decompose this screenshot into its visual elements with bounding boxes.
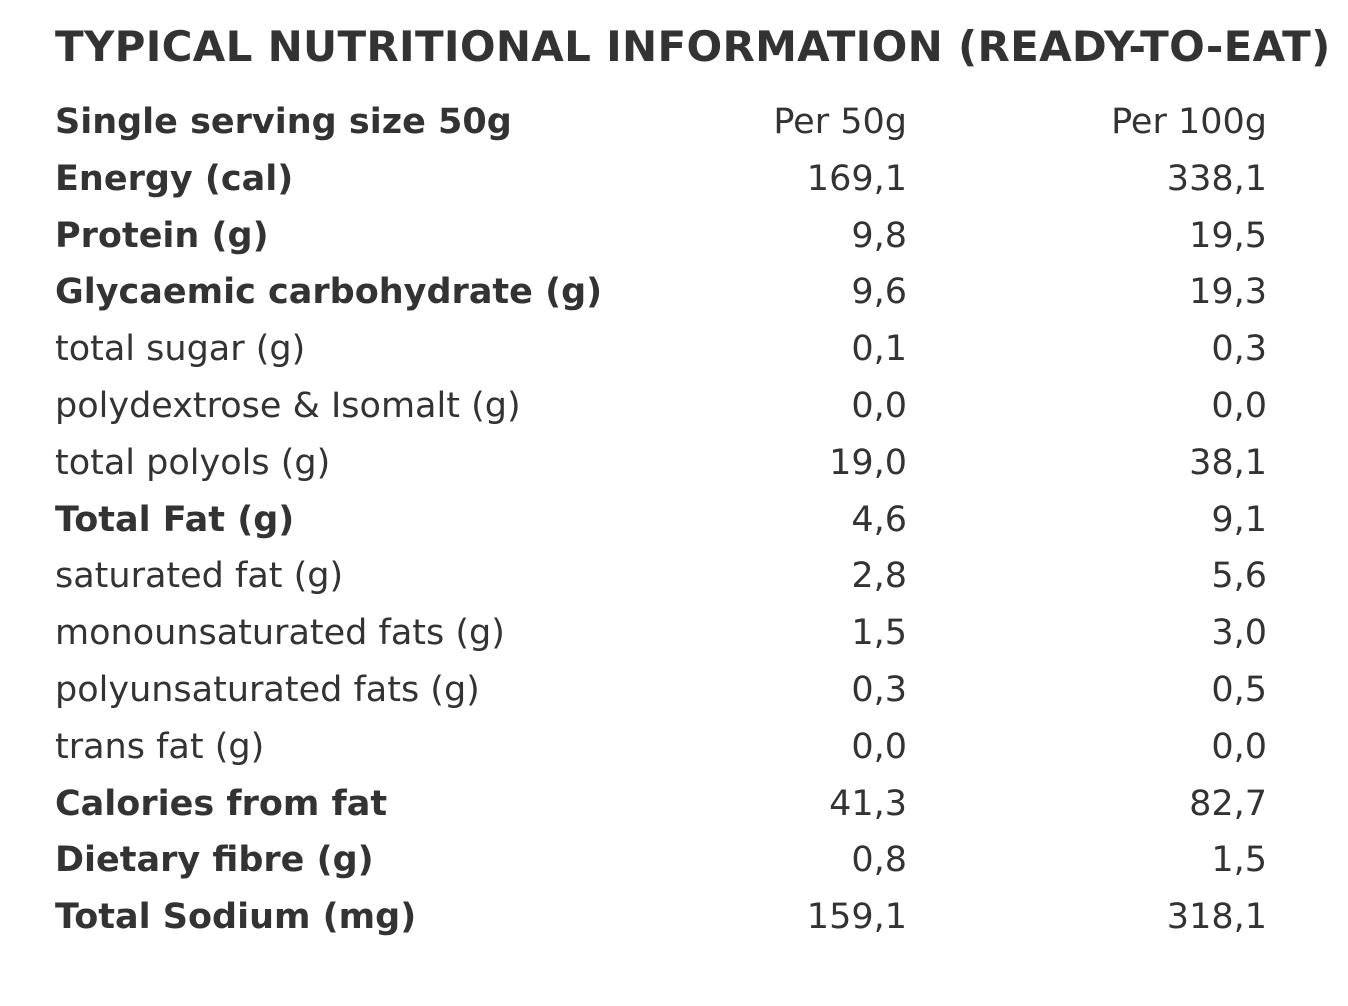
table-row: polyunsaturated fats (g) 0,3 0,5 xyxy=(55,662,1267,719)
table-header-row: Single serving size 50g Per 50g Per 100g xyxy=(55,94,1267,151)
value-per-100g: 3,0 xyxy=(1211,613,1267,654)
table-row: Total Fat (g) 4,6 9,1 xyxy=(55,492,1267,549)
value-per-100g: 19,3 xyxy=(1189,272,1267,313)
nutrient-label: total polyols (g) xyxy=(55,442,331,483)
table-row: total sugar (g) 0,1 0,3 xyxy=(55,321,1267,378)
table-row: Energy (cal) 169,1 338,1 xyxy=(55,151,1267,208)
value-per-100g: 5,6 xyxy=(1211,556,1267,597)
value-per-50g: 159,1 xyxy=(806,897,907,938)
nutrient-label: Total Fat (g) xyxy=(55,499,295,540)
value-per-100g: 19,5 xyxy=(1189,215,1267,256)
value-per-100g: 338,1 xyxy=(1166,158,1267,199)
page-title: TYPICAL NUTRITIONAL INFORMATION (READY-T… xyxy=(55,22,1331,71)
nutrient-label: Energy (cal) xyxy=(55,158,294,199)
column-header-per-100g: Per 100g xyxy=(1111,102,1267,142)
value-per-50g: 19,0 xyxy=(829,442,907,483)
nutrient-label: polydextrose & Isomalt (g) xyxy=(55,385,521,426)
value-per-50g: 2,8 xyxy=(851,556,907,597)
table-row: Calories from fat 41,3 82,7 xyxy=(55,776,1267,833)
value-per-100g: 0,0 xyxy=(1211,385,1267,426)
serving-size-label: Single serving size 50g xyxy=(55,102,512,142)
value-per-50g: 41,3 xyxy=(829,783,907,824)
nutrient-label: Calories from fat xyxy=(55,783,388,824)
nutrient-label: trans fat (g) xyxy=(55,726,265,767)
nutrition-table: Single serving size 50g Per 50g Per 100g… xyxy=(55,94,1267,946)
nutrient-label: Total Sodium (mg) xyxy=(55,897,417,938)
value-per-50g: 169,1 xyxy=(806,158,907,199)
nutrient-label: total sugar (g) xyxy=(55,329,306,370)
value-per-50g: 0,0 xyxy=(851,726,907,767)
value-per-50g: 0,0 xyxy=(851,385,907,426)
table-row: polydextrose & Isomalt (g) 0,0 0,0 xyxy=(55,378,1267,435)
value-per-100g: 38,1 xyxy=(1189,442,1267,483)
value-per-50g: 4,6 xyxy=(851,499,907,540)
table-row: Dietary fibre (g) 0,8 1,5 xyxy=(55,832,1267,889)
table-row: total polyols (g) 19,0 38,1 xyxy=(55,435,1267,492)
table-row: Protein (g) 9,8 19,5 xyxy=(55,208,1267,265)
value-per-100g: 9,1 xyxy=(1211,499,1267,540)
value-per-50g: 0,3 xyxy=(851,669,907,710)
nutrient-label: Protein (g) xyxy=(55,215,269,256)
value-per-50g: 0,1 xyxy=(851,329,907,370)
value-per-100g: 1,5 xyxy=(1211,840,1267,881)
table-row: saturated fat (g) 2,8 5,6 xyxy=(55,548,1267,605)
column-header-per-50g: Per 50g xyxy=(773,102,907,142)
value-per-100g: 82,7 xyxy=(1189,783,1267,824)
table-row: Glycaemic carbohydrate (g) 9,6 19,3 xyxy=(55,264,1267,321)
value-per-100g: 0,5 xyxy=(1211,669,1267,710)
value-per-100g: 0,0 xyxy=(1211,726,1267,767)
table-row: Total Sodium (mg) 159,1 318,1 xyxy=(55,889,1267,946)
value-per-50g: 0,8 xyxy=(851,840,907,881)
value-per-50g: 1,5 xyxy=(851,613,907,654)
value-per-100g: 0,3 xyxy=(1211,329,1267,370)
nutrient-label: monounsaturated fats (g) xyxy=(55,613,505,654)
value-per-100g: 318,1 xyxy=(1166,897,1267,938)
nutrient-label: polyunsaturated fats (g) xyxy=(55,669,480,710)
nutrient-label: saturated fat (g) xyxy=(55,556,344,597)
value-per-50g: 9,8 xyxy=(851,215,907,256)
value-per-50g: 9,6 xyxy=(851,272,907,313)
table-row: trans fat (g) 0,0 0,0 xyxy=(55,719,1267,776)
table-row: monounsaturated fats (g) 1,5 3,0 xyxy=(55,605,1267,662)
nutrient-label: Glycaemic carbohydrate (g) xyxy=(55,272,603,313)
nutrient-label: Dietary fibre (g) xyxy=(55,840,374,881)
